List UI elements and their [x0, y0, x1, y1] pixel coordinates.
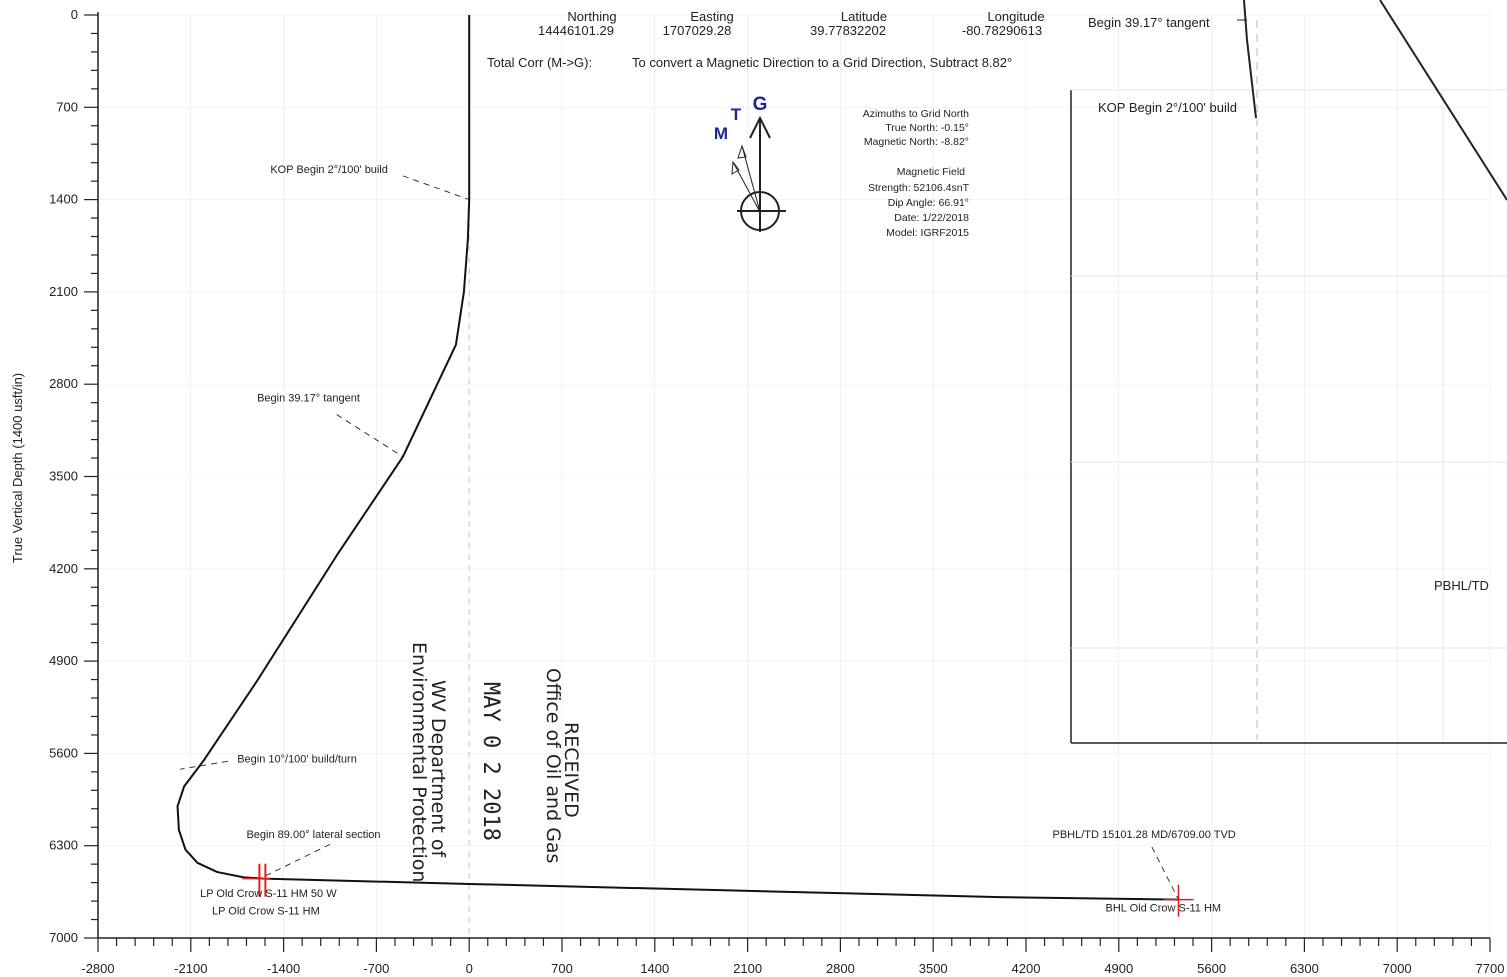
- magnetic-north-letter: M: [714, 124, 728, 143]
- y-tick-label: 1400: [49, 192, 78, 207]
- grid-lines: [98, 15, 1490, 938]
- tick-marks: [84, 15, 1490, 952]
- x-tick-label: 7700: [1476, 961, 1505, 976]
- inset-plan-view: Begin 39.17° tangent KOP Begin 2°/100' b…: [1071, 0, 1507, 743]
- azimuth-title: Azimuths to Grid North: [863, 108, 969, 120]
- x-tick-label: 1400: [640, 961, 669, 976]
- annotation-label: PBHL/TD 15101.28 MD/6709.00 TVD: [1053, 829, 1236, 841]
- leader-line: [1152, 847, 1179, 900]
- dip-angle: Dip Angle: 66.91°: [888, 197, 969, 209]
- x-tick-label: -2100: [174, 961, 207, 976]
- latitude-value: 39.77832202: [810, 23, 886, 38]
- inset-tangent-label: Begin 39.17° tangent: [1088, 15, 1210, 30]
- annotation-label: Begin 89.00° lateral section: [246, 829, 380, 841]
- x-tick-label: -2800: [81, 961, 114, 976]
- y-tick-labels: 0 700 1400 2100 2800 3500 4200 4900 5600 6300 7000: [49, 7, 78, 945]
- axes: [98, 12, 1490, 938]
- x-tick-label: -1400: [267, 961, 300, 976]
- northing-label: Northing: [567, 9, 616, 24]
- x-tick-label: 6300: [1290, 961, 1319, 976]
- stamp-office: Office of Oil and Gas: [542, 668, 564, 863]
- x-tick-label: -700: [363, 961, 389, 976]
- leader-lines: [180, 176, 1178, 900]
- received-stamp: RECEIVED Office of Oil and Gas MAY 0 2 2…: [408, 642, 582, 882]
- annotation-label: KOP Begin 2°/100' build: [270, 164, 388, 176]
- y-tick-label: 700: [56, 99, 78, 114]
- field-date: Date: 1/22/2018: [894, 212, 969, 224]
- annotation-label: Begin 10°/100' build/turn: [237, 754, 357, 766]
- location-header: Northing 14446101.29 Easting 1707029.28 …: [487, 9, 1045, 70]
- well-path-line: [178, 15, 1179, 900]
- easting-value: 1707029.28: [663, 23, 732, 38]
- true-north-value: True North: -0.15°: [885, 122, 969, 134]
- inset-kop-label: KOP Begin 2°/100' build: [1098, 100, 1237, 115]
- x-tick-labels: -2800 -2100 -1400 -700 0 700 1400 2100 2800 3500 4…: [81, 961, 1504, 976]
- annotation-label: LP Old Crow S-11 HM: [212, 905, 320, 917]
- stamp-date: MAY 0 2 2018: [478, 682, 503, 841]
- magnetic-north-value: Magnetic North: -8.82°: [864, 136, 969, 148]
- longitude-value: -80.78290613: [962, 23, 1042, 38]
- azimuth-info: Azimuths to Grid North True North: -0.15…: [863, 108, 970, 239]
- grid-north-letter: G: [753, 94, 768, 115]
- x-tick-label: 3500: [919, 961, 948, 976]
- x-tick-label: 700: [551, 961, 573, 976]
- stamp-env: Environmental Protection: [408, 642, 430, 882]
- x-tick-label: 2100: [733, 961, 762, 976]
- x-tick-label: 0: [466, 961, 473, 976]
- field-model: Model: IGRF2015: [886, 227, 969, 239]
- annotation-labels: KOP Begin 2°/100' build Begin 39.17° tang…: [200, 164, 1236, 917]
- total-corr-label: Total Corr (M->G):: [487, 55, 592, 70]
- annotation-label: BHL Old Crow S-11 HM: [1106, 903, 1222, 915]
- north-arrow-icon: G T M: [714, 94, 786, 232]
- y-tick-label: 2100: [49, 284, 78, 299]
- inset-pbhl-label: PBHL/TD: [1434, 578, 1489, 593]
- field-strength: Strength: 52106.4snT: [868, 182, 970, 194]
- latitude-label: Latitude: [841, 9, 887, 24]
- x-tick-label: 2800: [826, 961, 855, 976]
- total-corr-text: To convert a Magnetic Direction to a Gri…: [632, 55, 1012, 70]
- y-tick-label: 4200: [49, 561, 78, 576]
- easting-label: Easting: [690, 9, 733, 24]
- leader-line: [337, 415, 403, 457]
- y-tick-label: 5600: [49, 745, 78, 760]
- leader-line: [180, 761, 228, 769]
- y-tick-label: 3500: [49, 469, 78, 484]
- y-tick-label: 0: [71, 7, 78, 22]
- x-tick-label: 4900: [1104, 961, 1133, 976]
- leader-line: [262, 844, 330, 877]
- northing-value: 14446101.29: [538, 23, 614, 38]
- leader-line: [403, 176, 469, 200]
- longitude-label: Longitude: [987, 9, 1044, 24]
- y-tick-label: 7000: [49, 930, 78, 945]
- annotation-label: LP Old Crow S-11 HM 50 W: [200, 888, 337, 900]
- y-tick-label: 2800: [49, 376, 78, 391]
- true-north-letter: T: [731, 105, 742, 124]
- x-tick-label: 7000: [1383, 961, 1412, 976]
- magnetic-field-title: Magnetic Field: [897, 166, 965, 178]
- annotation-label: Begin 39.17° tangent: [257, 392, 360, 404]
- y-tick-label: 4900: [49, 653, 78, 668]
- y-axis-label: True Vertical Depth (1400 usft/in): [10, 373, 25, 563]
- series-group: [178, 15, 1179, 900]
- x-tick-label: 4200: [1012, 961, 1041, 976]
- y-tick-label: 6300: [49, 838, 78, 853]
- x-tick-label: 5600: [1197, 961, 1226, 976]
